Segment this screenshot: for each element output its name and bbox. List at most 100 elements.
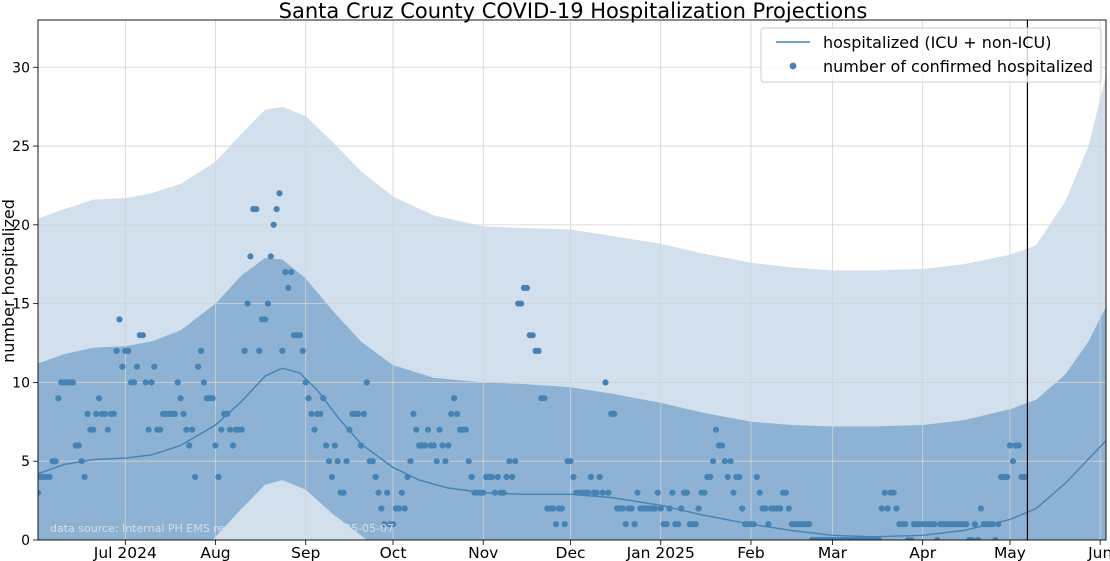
x-tick-label: Nov bbox=[468, 544, 498, 561]
y-tick-label: 15 bbox=[12, 297, 30, 313]
y-tick-label: 0 bbox=[21, 533, 30, 549]
data-point bbox=[357, 442, 365, 449]
data-point bbox=[270, 221, 277, 228]
data-point bbox=[139, 332, 146, 339]
x-tick-label: Oct bbox=[380, 544, 407, 561]
band-lower-outer bbox=[212, 480, 367, 540]
data-point bbox=[593, 489, 600, 496]
data-point bbox=[247, 253, 254, 260]
data-point bbox=[718, 442, 726, 449]
data-point bbox=[570, 473, 577, 481]
data-point bbox=[512, 458, 519, 465]
data-point bbox=[541, 395, 548, 402]
data-point bbox=[619, 505, 627, 512]
x-tick-label: Apr bbox=[909, 544, 936, 561]
data-point bbox=[971, 521, 979, 528]
data-point bbox=[518, 300, 525, 307]
data-point bbox=[602, 379, 609, 386]
data-point bbox=[995, 521, 1002, 528]
data-point bbox=[331, 442, 338, 449]
data-point bbox=[325, 458, 333, 465]
data-point bbox=[675, 521, 682, 528]
data-point bbox=[375, 489, 382, 496]
x-tick-label: Mar bbox=[818, 544, 848, 561]
data-point bbox=[907, 536, 915, 540]
data-point bbox=[384, 489, 391, 496]
data-point bbox=[430, 442, 437, 449]
data-point bbox=[782, 489, 790, 496]
plot-area: 0 5 10 15 20 25 30 Jul 2024 Aug Sep Oct Nov Dec Jan 2… bbox=[12, 19, 1110, 561]
data-point bbox=[125, 347, 132, 354]
data-point bbox=[218, 426, 225, 433]
data-point bbox=[369, 458, 376, 465]
data-point bbox=[756, 489, 763, 496]
data-point bbox=[93, 410, 100, 417]
data-point bbox=[707, 473, 714, 481]
data-point bbox=[462, 426, 469, 433]
data-point bbox=[215, 473, 222, 481]
data-point bbox=[712, 426, 720, 433]
data-point bbox=[651, 505, 659, 512]
data-point bbox=[692, 521, 699, 528]
data-point bbox=[931, 521, 938, 528]
data-point bbox=[38, 489, 42, 496]
data-point bbox=[273, 206, 280, 213]
data-point bbox=[989, 521, 996, 528]
data-point bbox=[238, 426, 245, 433]
data-point bbox=[753, 473, 760, 481]
data-point bbox=[622, 521, 629, 528]
data-point bbox=[378, 505, 385, 512]
data-point bbox=[133, 363, 140, 370]
data-point bbox=[599, 489, 606, 496]
data-point bbox=[256, 347, 263, 354]
x-tick-label: Sep bbox=[291, 544, 320, 561]
data-point bbox=[308, 410, 315, 417]
data-point bbox=[587, 473, 595, 481]
data-point bbox=[480, 489, 487, 496]
data-point bbox=[363, 379, 370, 386]
data-point bbox=[75, 442, 82, 449]
data-point bbox=[81, 473, 88, 481]
data-point bbox=[148, 379, 155, 386]
y-tick-label: 30 bbox=[12, 60, 30, 76]
data-point bbox=[372, 473, 379, 481]
data-point bbox=[584, 489, 592, 496]
data-point bbox=[750, 521, 758, 528]
data-point bbox=[241, 347, 248, 354]
data-point bbox=[436, 426, 443, 433]
data-point bbox=[558, 505, 565, 512]
data-point bbox=[142, 379, 149, 386]
data-point bbox=[433, 458, 440, 465]
data-point bbox=[346, 426, 353, 433]
x-tick-label: May bbox=[994, 544, 1026, 561]
data-point bbox=[197, 347, 205, 354]
data-point bbox=[305, 395, 312, 402]
data-point bbox=[224, 410, 231, 417]
data-point bbox=[654, 489, 661, 496]
y-tick-label: 10 bbox=[12, 375, 30, 391]
data-point bbox=[328, 473, 335, 481]
data-point bbox=[785, 505, 792, 512]
data-point bbox=[288, 269, 295, 276]
data-point bbox=[881, 489, 888, 496]
data-point bbox=[267, 253, 274, 260]
data-point bbox=[279, 347, 286, 354]
x-tick-label: Aug bbox=[200, 544, 230, 561]
data-point bbox=[116, 316, 123, 323]
data-point bbox=[69, 379, 76, 386]
data-point bbox=[212, 442, 219, 449]
data-point bbox=[596, 473, 603, 481]
data-point bbox=[875, 536, 883, 540]
data-point bbox=[55, 395, 62, 402]
data-point bbox=[442, 458, 449, 465]
data-point bbox=[736, 473, 743, 481]
data-point bbox=[90, 426, 97, 433]
data-point bbox=[174, 379, 181, 386]
data-point bbox=[355, 410, 362, 417]
data-point bbox=[157, 426, 164, 433]
data-point bbox=[317, 410, 324, 417]
data-point bbox=[494, 473, 501, 481]
data-point bbox=[552, 521, 560, 528]
data-point bbox=[398, 489, 405, 496]
